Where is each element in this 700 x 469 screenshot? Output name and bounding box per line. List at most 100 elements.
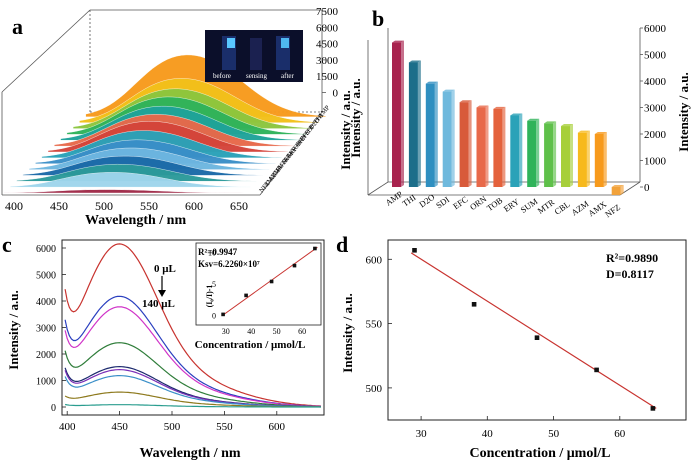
panel-b-label: b bbox=[372, 6, 384, 31]
panel-d-y-tick-600: 600 bbox=[366, 254, 383, 266]
panel-b-y-ticks: 0 1000 2000 3000 4000 5000 6000 bbox=[640, 23, 667, 194]
panel-a-x-tick-550: 550 bbox=[140, 199, 158, 213]
panel-b-y-axis-label-left: Intensity / a.u. bbox=[348, 78, 363, 157]
bar-side-efc bbox=[468, 100, 472, 187]
spectrum-line-8 bbox=[64, 403, 321, 408]
bar-sdi bbox=[442, 91, 452, 187]
bar-side-sum bbox=[536, 118, 540, 187]
inset-frame bbox=[195, 242, 322, 326]
panel-c-x-tick-500: 500 bbox=[164, 421, 181, 433]
bar-side-amx bbox=[603, 132, 607, 187]
bar-label-efc: EFC bbox=[451, 194, 470, 211]
bar-top-sum bbox=[527, 118, 540, 121]
bar-d2o bbox=[425, 83, 435, 187]
concentration-arrow-head bbox=[158, 290, 166, 297]
panel-a-x-tick-500: 500 bbox=[95, 199, 113, 213]
panel-a-y-tick-1500: 1500 bbox=[316, 71, 339, 83]
bar-side-tob bbox=[502, 106, 506, 187]
bar-side-d2o bbox=[434, 81, 438, 187]
inset-label-after: after bbox=[281, 72, 294, 80]
spectrum-line-5 bbox=[64, 368, 321, 408]
panel-b-y-tick-5000: 5000 bbox=[644, 50, 667, 62]
data-point-2 bbox=[534, 335, 540, 340]
bar-label-d2o: D2O bbox=[417, 192, 436, 210]
panel-d-x-tick-60: 60 bbox=[614, 428, 626, 440]
panel-a-x-tick-400: 400 bbox=[5, 199, 23, 213]
bar-label-amp: AMP bbox=[383, 189, 404, 208]
panel-c-label: c bbox=[2, 232, 12, 257]
inset-r2-label: R²=0.9947 bbox=[198, 247, 238, 257]
panel-a-y-tick-0: 0 bbox=[333, 88, 339, 100]
panel-c-y-tick-5000: 5000 bbox=[36, 271, 56, 282]
panel-d-plot bbox=[410, 248, 657, 411]
panel-a-series bbox=[3, 54, 326, 194]
bar-label-cbl: CBL bbox=[552, 199, 571, 217]
panel-a-box bbox=[1, 9, 323, 196]
panel-d-d-label: D=0.8117 bbox=[606, 267, 654, 281]
panel-b-y-tick-0: 0 bbox=[644, 182, 650, 194]
bar-label-thi: THI bbox=[400, 192, 417, 208]
bar-label-sdi: SDI bbox=[434, 194, 451, 210]
bar-label-amx: AMX bbox=[586, 199, 608, 219]
bar-top-efc bbox=[459, 100, 472, 103]
inset-plot: 30 40 50 60 0 5 10 bbox=[208, 246, 318, 336]
bar-top-azm bbox=[577, 130, 590, 133]
panel-c-y-axis-label: Intensity / a.u. bbox=[6, 290, 21, 369]
inset-x-tick-30: 30 bbox=[222, 327, 230, 336]
panel-c-y-tick-6000: 6000 bbox=[36, 244, 56, 255]
bar-azm bbox=[577, 132, 587, 187]
bar-label-tob: TOB bbox=[485, 195, 505, 213]
inset-point-0 bbox=[221, 312, 225, 317]
bar-top-ery bbox=[510, 113, 523, 116]
panel-a-y-tick-3000: 3000 bbox=[316, 55, 339, 67]
bar-label-orn: ORN bbox=[468, 194, 488, 212]
inset-y-tick-10: 10 bbox=[208, 248, 216, 257]
vial-sensing bbox=[250, 38, 262, 70]
panel-a-y-tick-7500: 7500 bbox=[316, 6, 339, 18]
inset-label-before: before bbox=[213, 72, 231, 80]
panel-a: a before sensing after 75006000450030001… bbox=[1, 6, 353, 228]
panel-d-y-tick-550: 550 bbox=[366, 319, 383, 331]
panel-b-y-tick-3000: 3000 bbox=[644, 103, 667, 115]
vial-after-glow bbox=[281, 38, 289, 48]
inset-x-tick-60: 60 bbox=[298, 327, 306, 336]
bar-orn bbox=[476, 107, 486, 187]
panel-a-y-tick-6000: 6000 bbox=[316, 22, 339, 34]
panel-c-x-tick-450: 450 bbox=[111, 421, 128, 433]
bar-side-nfz bbox=[620, 185, 624, 195]
arrow-label-bottom: 140 μL bbox=[142, 298, 175, 310]
panel-c-y-ticks: 0 1000 2000 3000 4000 5000 6000 bbox=[36, 244, 66, 414]
panel-a-x-axis-label: Wavelength / nm bbox=[85, 213, 186, 228]
bar-top-nfz bbox=[611, 185, 624, 187]
bar-side-ery bbox=[519, 113, 523, 187]
spectrum-nfz bbox=[3, 189, 244, 194]
bar-top-sdi bbox=[442, 89, 455, 92]
bar-nfz bbox=[611, 187, 621, 195]
bar-sum bbox=[527, 120, 537, 187]
bar-side-azm bbox=[586, 130, 590, 187]
panel-a-inset-photo: before sensing after bbox=[205, 30, 303, 82]
panel-c-y-tick-1000: 1000 bbox=[36, 377, 56, 388]
panel-d-x-tick-50: 50 bbox=[548, 428, 560, 440]
bar-top-amp bbox=[392, 40, 404, 43]
panel-b-y-tick-2000: 2000 bbox=[644, 129, 667, 141]
panel-a-label: a bbox=[12, 14, 23, 39]
panel-c-x-tick-600: 600 bbox=[269, 421, 286, 433]
panel-a-x-tick-450: 450 bbox=[50, 199, 68, 213]
bar-top-mtr bbox=[544, 121, 557, 124]
panel-d-r2-label: R²=0.9890 bbox=[606, 251, 658, 265]
spectrum-amx bbox=[10, 172, 251, 188]
inset-point-1 bbox=[244, 293, 248, 298]
panel-c-inset: 30 40 50 60 0 5 10 R²=0.9947 Ksv=6.2260×10⁷ Co… bbox=[195, 242, 322, 351]
bar-top-orn bbox=[476, 105, 489, 108]
panel-a-x-tick-600: 600 bbox=[185, 199, 203, 213]
fit-line bbox=[410, 252, 657, 409]
bar-top-amx bbox=[594, 132, 607, 134]
panel-c-x-tick-550: 550 bbox=[216, 421, 233, 433]
inset-point-4 bbox=[313, 246, 317, 251]
inset-x-axis-label: Concentration / μmol/L bbox=[195, 339, 306, 351]
